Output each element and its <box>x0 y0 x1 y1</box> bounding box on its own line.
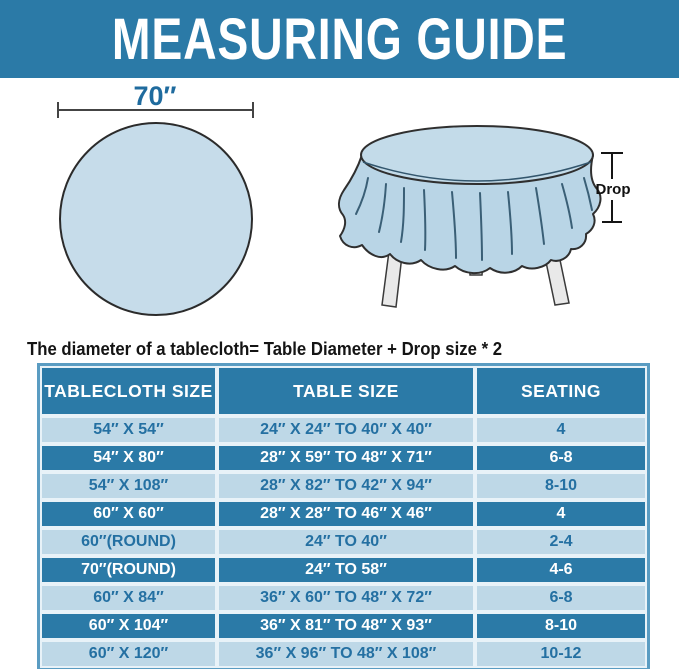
table-size-cell: 36″ X 81″ TO 48″ X 93″ <box>219 614 473 638</box>
tablecloth-size-cell: 54″ X 80″ <box>42 446 215 470</box>
tablecloth-size-cell: 60″ X 84″ <box>42 586 215 610</box>
page-title: MEASURING GUIDE <box>111 6 568 72</box>
seating-cell: 4-6 <box>477 558 645 582</box>
seating-cell: 8-10 <box>477 474 645 498</box>
seating-cell: 4 <box>477 502 645 526</box>
seating-cell: 6-8 <box>477 586 645 610</box>
table-size-cell: 36″ X 96″ TO 48″ X 108″ <box>219 642 473 666</box>
seating-cell: 6-8 <box>477 446 645 470</box>
tablecloth-size-cell: 54″ X 54″ <box>42 418 215 442</box>
col-header-seating: SEATING <box>477 368 645 414</box>
diagram-canvas: 70″ <box>57 81 631 316</box>
formula-row: The diameter of a tablecloth= Table Diam… <box>0 336 679 363</box>
col-header-table-size: TABLE SIZE <box>219 368 473 414</box>
table-size-cell: 24″ TO 58″ <box>219 558 473 582</box>
seating-cell: 4 <box>477 418 645 442</box>
table-size-cell: 28″ X 59″ TO 48″ X 71″ <box>219 446 473 470</box>
diameter-measure-line <box>57 102 254 118</box>
tablecloth-size-cell: 60″(ROUND) <box>42 530 215 554</box>
table-size-cell: 28″ X 82″ TO 42″ X 94″ <box>219 474 473 498</box>
title-banner: MEASURING GUIDE <box>0 0 679 78</box>
tablecloth-size-cell: 54″ X 108″ <box>42 474 215 498</box>
table-size-cell: 24″ X 24″ TO 40″ X 40″ <box>219 418 473 442</box>
seating-cell: 2-4 <box>477 530 645 554</box>
col-header-tablecloth-size: TABLECLOTH SIZE <box>42 368 215 414</box>
measuring-diagram-section: 70″ <box>0 78 679 336</box>
diameter-label: 70″ <box>134 81 177 111</box>
cloth-fold-lines <box>355 177 593 261</box>
tablecloth-size-cell: 60″ X 120″ <box>42 642 215 666</box>
cloth-crease-line <box>362 161 592 182</box>
table-size-cell: 24″ TO 40″ <box>219 530 473 554</box>
tablecloth-size-cell: 60″ X 60″ <box>42 502 215 526</box>
seating-cell: 8-10 <box>477 614 645 638</box>
seating-cell: 10-12 <box>477 642 645 666</box>
drop-label: Drop <box>596 181 631 198</box>
size-chart: TABLECLOTH SIZE TABLE SIZE SEATING 54″ X… <box>37 363 650 669</box>
table-size-cell: 28″ X 28″ TO 46″ X 46″ <box>219 502 473 526</box>
tablecloth-size-cell: 70″(ROUND) <box>42 558 215 582</box>
tablecloth-size-cell: 60″ X 104″ <box>42 614 215 638</box>
size-chart-grid: TABLECLOTH SIZE TABLE SIZE SEATING 54″ X… <box>40 366 647 668</box>
round-tablecloth-circle <box>59 122 253 316</box>
drop-measure-line <box>601 152 623 223</box>
formula-text: The diameter of a tablecloth= Table Diam… <box>27 339 503 359</box>
table-size-cell: 36″ X 60″ TO 48″ X 72″ <box>219 586 473 610</box>
tabletop-ellipse <box>360 125 594 185</box>
draped-table-illustration <box>338 125 602 308</box>
